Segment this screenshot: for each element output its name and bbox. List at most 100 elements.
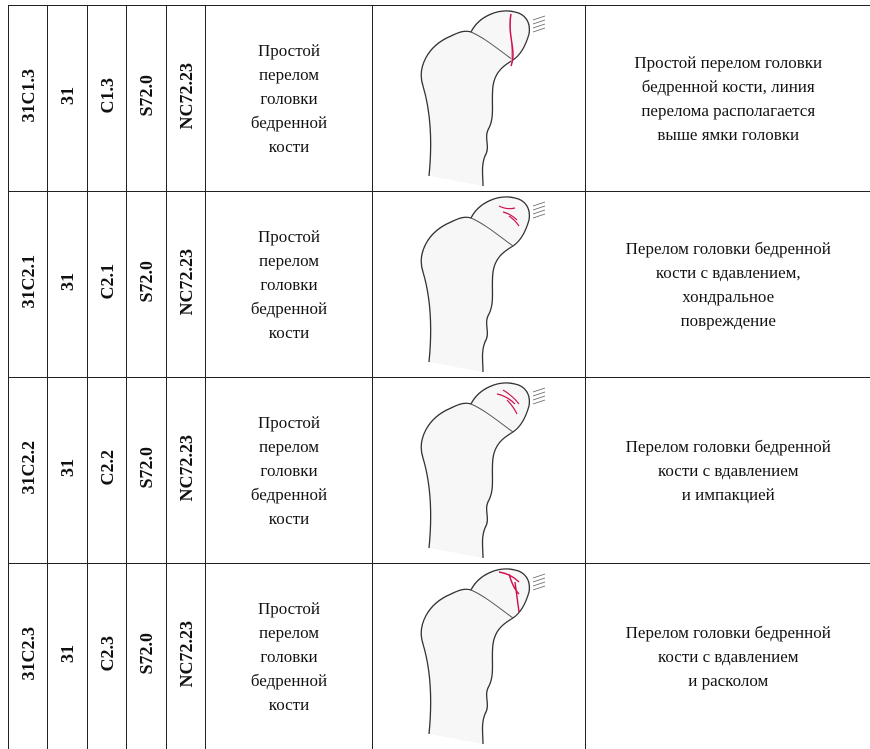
description-line: Простой перелом головки <box>586 51 870 75</box>
cell <box>373 192 586 378</box>
femur-illustration <box>399 192 559 372</box>
segment-text: 31 <box>57 645 78 663</box>
name-line: Простой <box>206 597 372 621</box>
cell: 31C1.3 <box>9 6 48 192</box>
icd-text: S72.0 <box>136 447 157 489</box>
icd-text: S72.0 <box>136 75 157 117</box>
description-line: кости с вдавлением <box>586 459 870 483</box>
description-line: кости с вдавлением, <box>586 261 870 285</box>
cell: S72.0 <box>127 378 167 564</box>
code-text: 31C2.2 <box>18 441 39 495</box>
description-line: кости с вдавлением <box>586 645 870 669</box>
name-line: головки <box>206 87 372 111</box>
femur-illustration <box>399 564 559 744</box>
name-line: кости <box>206 507 372 531</box>
description-line: Перелом головки бедренной <box>586 237 870 261</box>
name-line: перелом <box>206 621 372 645</box>
name-line: бедренной <box>206 483 372 507</box>
code-text: 31C1.3 <box>18 69 39 123</box>
description-line: бедренной кости, линия <box>586 75 870 99</box>
nc-text: NC72.23 <box>176 63 197 130</box>
name-line: кости <box>206 135 372 159</box>
cell: NC72.23 <box>167 378 206 564</box>
name-line: Простой <box>206 39 372 63</box>
code-text: 31C2.1 <box>18 255 39 309</box>
type-text: C2.2 <box>97 450 118 486</box>
cell: NC72.23 <box>167 6 206 192</box>
description-line: повреждение <box>586 309 870 333</box>
name-line: перелом <box>206 63 372 87</box>
name-line: кости <box>206 321 372 345</box>
nc-text: NC72.23 <box>176 249 197 316</box>
nc-text: NC72.23 <box>176 435 197 502</box>
cell: NC72.23 <box>167 564 206 749</box>
icd-text: S72.0 <box>136 261 157 303</box>
cell: C2.2 <box>88 378 127 564</box>
description-line: перелома располагается <box>586 99 870 123</box>
cell: C2.1 <box>88 192 127 378</box>
cell: 31C2.2 <box>9 378 48 564</box>
name-line: бедренной <box>206 111 372 135</box>
femur-illustration <box>399 6 559 186</box>
cell: C2.3 <box>88 564 127 749</box>
name-line: головки <box>206 459 372 483</box>
type-text: C2.3 <box>97 636 118 672</box>
description-line: хондральное <box>586 285 870 309</box>
cell: C1.3 <box>88 6 127 192</box>
icd-text: S72.0 <box>136 633 157 675</box>
description-line: и расколом <box>586 669 870 693</box>
cell: S72.0 <box>127 192 167 378</box>
cell: NC72.23 <box>167 192 206 378</box>
cell: 31 <box>48 6 88 192</box>
type-text: C1.3 <box>97 78 118 114</box>
cell <box>373 378 586 564</box>
name-line: кости <box>206 693 372 717</box>
segment-text: 31 <box>57 87 78 105</box>
name-line: перелом <box>206 435 372 459</box>
segment-text: 31 <box>57 273 78 291</box>
cell: 31 <box>48 192 88 378</box>
cell: S72.0 <box>127 564 167 749</box>
name-line: Простой <box>206 225 372 249</box>
name-line: перелом <box>206 249 372 273</box>
name-line: головки <box>206 645 372 669</box>
nc-text: NC72.23 <box>176 621 197 688</box>
description-line: Перелом головки бедренной <box>586 435 870 459</box>
name-line: бедренной <box>206 297 372 321</box>
description-line: Перелом головки бедренной <box>586 621 870 645</box>
type-text: C2.1 <box>97 264 118 300</box>
description-line: выше ямки головки <box>586 123 870 147</box>
segment-text: 31 <box>57 459 78 477</box>
femur-illustration <box>399 378 559 558</box>
cell <box>373 6 586 192</box>
name-line: головки <box>206 273 372 297</box>
name-line: бедренной <box>206 669 372 693</box>
cell: 31 <box>48 378 88 564</box>
code-text: 31C2.3 <box>18 627 39 681</box>
cell: 31C2.3 <box>9 564 48 749</box>
cell: 31 <box>48 564 88 749</box>
cell: 31C2.1 <box>9 192 48 378</box>
description-line: и импакцией <box>586 483 870 507</box>
